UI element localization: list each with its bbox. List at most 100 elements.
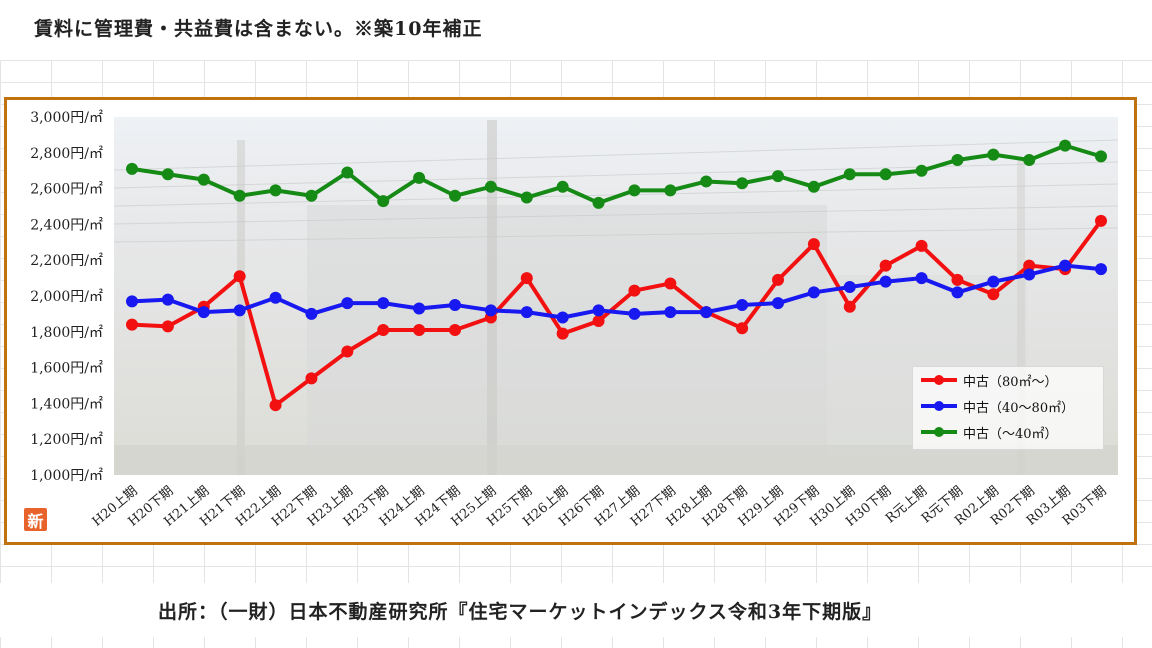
- data-point: [807, 238, 820, 251]
- legend-item-series-2: 中古（40～80㎡）: [913, 393, 1103, 419]
- data-point: [377, 195, 390, 208]
- source-citation: 出所：（一財）日本不動産研究所『住宅マーケットインデックス令和3年下期版』: [158, 601, 883, 623]
- data-point: [126, 295, 138, 308]
- y-tick-label: 1,200円/㎡: [30, 432, 103, 448]
- data-point: [484, 180, 497, 193]
- legend-label: 中古（40～80㎡）: [963, 400, 1075, 416]
- data-point: [449, 189, 461, 202]
- legend-item-series-3: 中古（～40㎡）: [913, 419, 1103, 445]
- data-point: [915, 164, 928, 177]
- line-chart: 1,000円/㎡ 1,200円/㎡ 1,400円/㎡ 1,600円/㎡ 1,800円/㎡…: [30, 110, 1119, 530]
- data-point: [520, 191, 533, 204]
- data-point: [1059, 259, 1072, 272]
- y-tick-label: 2,000円/㎡: [30, 289, 103, 305]
- data-point: [772, 170, 784, 183]
- data-point: [915, 272, 928, 285]
- header-note: 賃料に管理費・共益費は含まない。※築10年補正: [34, 18, 483, 40]
- data-point: [197, 306, 210, 319]
- data-point: [520, 272, 533, 285]
- series-line: [131, 263, 1102, 320]
- data-point: [592, 196, 605, 209]
- data-point: [1023, 268, 1036, 281]
- legend-marker: [934, 401, 944, 411]
- data-point: [664, 184, 677, 197]
- data-point: [233, 189, 246, 202]
- data-point: [161, 320, 174, 333]
- data-point: [736, 298, 749, 311]
- data-point: [843, 300, 856, 313]
- data-point: [1095, 150, 1107, 163]
- data-point: [126, 162, 138, 175]
- backdrop-wire: [113, 227, 1119, 243]
- data-point: [305, 189, 318, 202]
- data-point: [1095, 214, 1107, 227]
- data-point: [305, 307, 318, 320]
- data-point: [843, 168, 856, 181]
- data-point: [592, 315, 605, 328]
- data-point: [628, 307, 641, 320]
- x-axis: H20上期H20下期H21上期H21下期H22上期H22下期H23上期H23下期…: [90, 484, 1110, 530]
- series-2: [126, 259, 1107, 324]
- series-layer: [126, 139, 1107, 412]
- data-point: [843, 281, 856, 294]
- y-tick-label: 2,600円/㎡: [30, 182, 103, 198]
- data-point: [664, 277, 677, 290]
- data-point: [233, 304, 246, 317]
- legend-marker: [934, 427, 944, 437]
- data-point: [161, 168, 174, 181]
- data-point: [341, 166, 354, 179]
- data-point: [592, 304, 605, 317]
- data-point: [126, 318, 138, 331]
- backdrop-wire: [113, 139, 1119, 171]
- data-point: [1059, 139, 1072, 152]
- data-point: [987, 148, 1000, 161]
- data-point: [269, 184, 282, 197]
- source-area: 出所：（一財）日本不動産研究所『住宅マーケットインデックス令和3年下期版』: [0, 583, 1152, 637]
- data-point: [449, 324, 461, 337]
- y-tick-label: 1,000円/㎡: [30, 468, 103, 484]
- data-point: [269, 291, 282, 304]
- header-note-area: 賃料に管理費・共益費は含まない。※築10年補正: [0, 0, 1152, 60]
- series-line: [131, 143, 1102, 205]
- data-point: [951, 153, 964, 166]
- backdrop-pole: [1017, 160, 1025, 475]
- data-point: [233, 270, 246, 283]
- data-point: [305, 372, 318, 385]
- data-point: [413, 302, 426, 315]
- data-point: [377, 324, 390, 337]
- data-point: [879, 275, 892, 288]
- data-point: [736, 177, 749, 190]
- data-point: [915, 239, 928, 252]
- data-point: [520, 306, 533, 319]
- y-tick-label: 2,200円/㎡: [30, 253, 103, 269]
- data-point: [987, 288, 1000, 301]
- data-point: [377, 297, 390, 310]
- data-point: [341, 345, 354, 358]
- data-point: [664, 306, 677, 319]
- y-tick-label: 3,000円/㎡: [30, 110, 103, 126]
- data-point: [700, 175, 713, 188]
- data-point: [269, 399, 282, 412]
- data-point: [879, 259, 892, 272]
- data-point: [556, 180, 569, 193]
- legend-label: 中古（80㎡～）: [963, 374, 1058, 390]
- data-point: [341, 297, 354, 310]
- legend: 中古（80㎡～） 中古（40～80㎡） 中古（～40㎡）: [912, 366, 1104, 450]
- legend-item-series-1: 中古（80㎡～）: [913, 367, 1103, 393]
- data-point: [1023, 153, 1036, 166]
- data-point: [556, 327, 569, 340]
- series-line: [131, 219, 1103, 408]
- data-point: [556, 311, 569, 324]
- data-point: [951, 273, 964, 286]
- legend-swatch: [921, 375, 957, 385]
- data-point: [628, 284, 641, 297]
- data-point: [484, 304, 497, 317]
- data-point: [1023, 259, 1036, 272]
- y-axis: 1,000円/㎡ 1,200円/㎡ 1,400円/㎡ 1,600円/㎡ 1,800円/㎡…: [30, 110, 103, 484]
- y-tick-label: 1,800円/㎡: [30, 325, 103, 341]
- y-tick-label: 2,400円/㎡: [30, 217, 103, 233]
- backdrop-street: [114, 445, 1118, 475]
- y-tick-label: 1,400円/㎡: [30, 396, 103, 412]
- data-point: [879, 168, 892, 181]
- legend-label: 中古（～40㎡）: [963, 426, 1058, 442]
